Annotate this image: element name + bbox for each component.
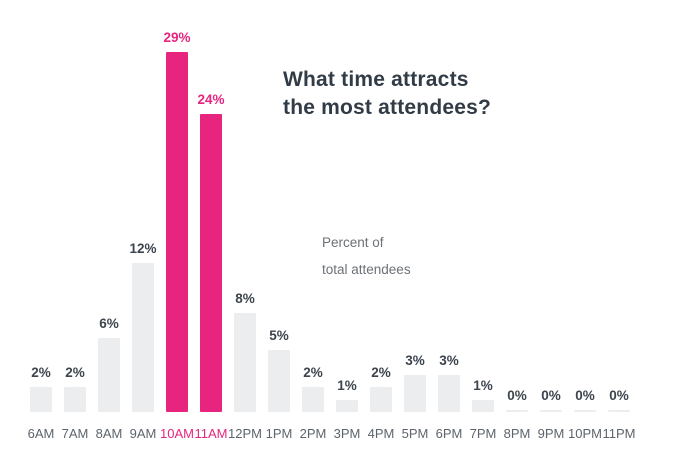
- bar: [574, 410, 596, 412]
- bar-column: 2% 4PM: [364, 365, 398, 441]
- bar: [98, 337, 120, 412]
- bar-value-label: 8%: [235, 290, 255, 306]
- bar-value-label: 1%: [337, 377, 357, 393]
- bar: [438, 374, 460, 412]
- bar: [540, 410, 562, 412]
- bar: [370, 387, 392, 412]
- x-axis-label: 11AM: [194, 426, 228, 441]
- x-axis-label: 9AM: [129, 426, 157, 441]
- bar-column: 3% 6PM: [432, 352, 466, 441]
- bar: [506, 410, 528, 412]
- chart-annotation: Percent of total attendees: [322, 235, 411, 277]
- bar-value-label: 2%: [31, 365, 51, 381]
- bar: [30, 387, 52, 412]
- bar: [166, 52, 188, 412]
- x-axis-label: 10PM: [568, 426, 602, 441]
- x-axis-label: 7AM: [61, 426, 89, 441]
- x-axis-label: 10AM: [160, 426, 194, 441]
- bar-value-label: 3%: [405, 352, 425, 368]
- bar-value-label: 2%: [371, 365, 391, 381]
- bar-column: 0% 11PM: [602, 388, 636, 441]
- bar: [200, 114, 222, 412]
- bar-value-label: 2%: [303, 365, 323, 381]
- bar-column: 2% 6AM: [24, 365, 58, 441]
- bar-column: 2% 2PM: [296, 365, 330, 441]
- bar: [268, 350, 290, 412]
- x-axis-label: 11PM: [602, 426, 636, 441]
- bar-value-label: 3%: [439, 352, 459, 368]
- bar-value-label: 24%: [197, 92, 225, 108]
- bar-column: 3% 5PM: [398, 352, 432, 441]
- bar-value-label: 6%: [99, 315, 119, 331]
- bar-value-label: 1%: [473, 377, 493, 393]
- bar-column: 2% 7AM: [58, 365, 92, 441]
- bar-column: 0% 8PM: [500, 388, 534, 441]
- bar-value-label: 12%: [129, 241, 157, 257]
- x-axis-label: 1PM: [265, 426, 293, 441]
- x-axis-label: 2PM: [299, 426, 327, 441]
- bar-value-label: 5%: [269, 328, 289, 343]
- chart-title: What time attracts the most attendees?: [283, 68, 492, 119]
- x-axis-label: 7PM: [469, 426, 497, 441]
- bar-column: 5% 1PM: [262, 328, 296, 441]
- bar: [608, 410, 630, 412]
- bar-value-label: 0%: [575, 388, 595, 403]
- bar-value-label: 0%: [541, 388, 561, 403]
- bar-value-label: 29%: [163, 30, 191, 46]
- bar-value-label: 2%: [65, 365, 85, 381]
- bar: [132, 263, 154, 412]
- bar-column: 8% 12PM: [228, 290, 262, 441]
- bar: [302, 387, 324, 412]
- bar-column: 1% 3PM: [330, 377, 364, 441]
- bar: [64, 387, 86, 412]
- bar-value-label: 0%: [609, 388, 629, 403]
- x-axis-label: 6AM: [27, 426, 55, 441]
- bar-column: 29% 10AM: [160, 30, 194, 441]
- bar-column: 1% 7PM: [466, 377, 500, 441]
- bar-columns: 2% 6AM 2% 7AM 6% 8AM 12% 9AM 29% 10AM 24…: [24, 0, 636, 441]
- x-axis-label: 12PM: [228, 426, 262, 441]
- x-axis-label: 5PM: [401, 426, 429, 441]
- x-axis-label: 8PM: [503, 426, 531, 441]
- bar: [472, 399, 494, 412]
- bar: [336, 399, 358, 412]
- bar-column: 12% 9AM: [126, 241, 160, 441]
- bar-value-label: 0%: [507, 388, 527, 403]
- x-axis-label: 4PM: [367, 426, 395, 441]
- bar: [404, 374, 426, 412]
- x-axis-label: 6PM: [435, 426, 463, 441]
- x-axis-label: 3PM: [333, 426, 361, 441]
- bar-column: 0% 10PM: [568, 388, 602, 441]
- bar-column: 24% 11AM: [194, 92, 228, 441]
- x-axis-label: 9PM: [537, 426, 565, 441]
- bar-column: 0% 9PM: [534, 388, 568, 441]
- x-axis-label: 8AM: [95, 426, 123, 441]
- bar-column: 6% 8AM: [92, 315, 126, 441]
- bar: [234, 312, 256, 412]
